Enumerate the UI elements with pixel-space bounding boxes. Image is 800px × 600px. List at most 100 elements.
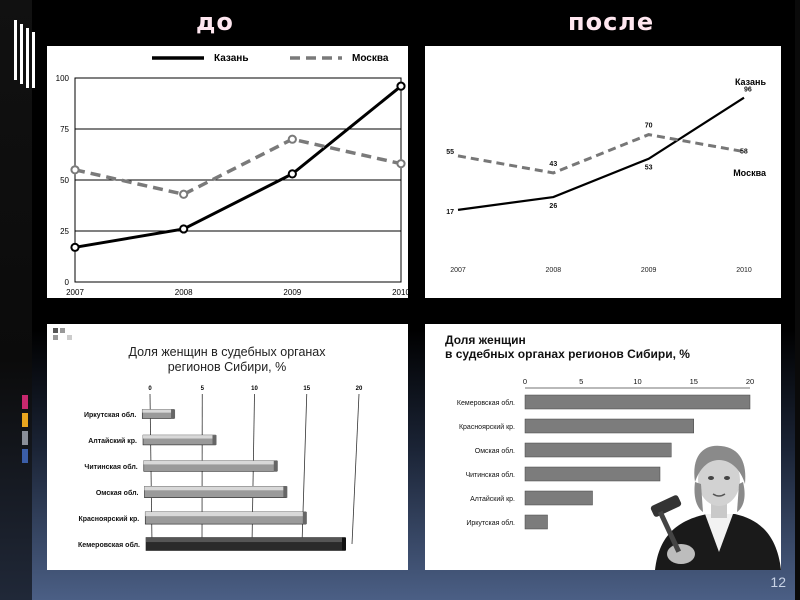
bar-end-cap xyxy=(171,409,176,419)
category-label: Красноярский кр. xyxy=(78,515,139,523)
judge-face xyxy=(698,454,740,506)
series-line xyxy=(457,133,745,175)
page-number: 12 xyxy=(770,574,786,590)
data-label: 96 xyxy=(744,87,752,94)
judge-hair xyxy=(737,482,745,512)
bar-highlight xyxy=(143,435,216,439)
x-tick-label: 2007 xyxy=(450,267,466,274)
category-label: Кемеровская обл. xyxy=(78,541,140,549)
judge-hair xyxy=(694,445,746,484)
after-line-chart: 2007 2008 2009 2010 17 26 53 96 55 43 70 58 Казань Мо… xyxy=(446,77,767,274)
before-line-chart: 0 25 50 75 100 2007 2008 2009 2010 Казань Москва xyxy=(56,53,411,297)
judge-woman-illustration xyxy=(650,445,781,570)
after-line-chart-panel: 2007 2008 2009 2010 17 26 53 96 55 43 70 58 Казань Мо… xyxy=(425,46,781,298)
x-tick-label: 5 xyxy=(201,386,205,392)
legend-label: Казань xyxy=(214,53,249,64)
x-tick-label: 20 xyxy=(746,377,754,386)
x-tick-label: 10 xyxy=(633,377,641,386)
x-tick-label: 2009 xyxy=(641,267,657,274)
bar xyxy=(524,490,593,506)
data-label: 53 xyxy=(645,165,653,172)
data-label: 17 xyxy=(446,209,454,216)
y-tick-label: 50 xyxy=(60,176,69,185)
before-line-chart-panel: 0 25 50 75 100 2007 2008 2009 2010 Казань Москва xyxy=(47,46,411,298)
bar-highlight xyxy=(142,409,175,413)
x-tick-label: 0 xyxy=(523,377,527,386)
corner-deco-icon xyxy=(60,328,65,333)
right-edge-strip xyxy=(795,0,800,600)
x-tick-label: 2010 xyxy=(736,267,752,274)
x-tick-label: 2007 xyxy=(66,288,84,297)
corner-deco-icon xyxy=(53,335,58,340)
x-tick-label: 10 xyxy=(251,386,258,392)
x-tick-label: 15 xyxy=(303,386,310,392)
category-label: Красноярский кр. xyxy=(459,423,515,431)
bar xyxy=(524,442,672,458)
decorative-color-blocks-icon xyxy=(22,395,28,463)
series-name-label: Казань xyxy=(735,77,767,87)
left-sidebar-strip xyxy=(0,0,32,600)
series-line xyxy=(74,137,402,197)
gridline xyxy=(351,393,360,545)
heading-after: после xyxy=(568,8,655,36)
judge-collar xyxy=(705,514,733,552)
bar-end-cap xyxy=(342,537,346,551)
bar-end-cap xyxy=(212,435,217,445)
corner-deco-icon xyxy=(53,328,58,333)
series-name-label: Москва xyxy=(733,168,767,178)
bar xyxy=(524,466,661,482)
heading-before: до xyxy=(196,8,234,36)
bar-end-cap xyxy=(283,486,288,498)
x-tick-label: 15 xyxy=(690,377,698,386)
category-label: Алтайский кр. xyxy=(470,495,515,503)
data-point xyxy=(179,224,189,234)
category-label: Алтайский кр. xyxy=(88,437,137,445)
data-point xyxy=(179,189,189,199)
data-point xyxy=(396,159,406,169)
data-label: 26 xyxy=(549,203,557,210)
after-bar-chart-panel: Доля женщин в судебных органах регионов С… xyxy=(425,324,781,570)
data-point xyxy=(287,134,297,144)
gavel-handle-icon xyxy=(657,510,682,553)
judge-eye xyxy=(724,476,730,480)
bar-end-cap xyxy=(273,460,278,472)
bar xyxy=(524,418,694,434)
y-tick-label: 75 xyxy=(60,125,69,134)
x-tick-label: 2008 xyxy=(175,288,193,297)
chart-title: в судебных органах регионов Сибири, % xyxy=(445,347,690,361)
bar xyxy=(524,514,548,530)
judge-hand xyxy=(667,544,695,564)
data-point xyxy=(287,169,297,179)
data-label: 43 xyxy=(549,161,557,168)
series-line xyxy=(74,84,402,249)
decorative-lines-icon xyxy=(14,20,35,88)
data-point xyxy=(70,165,80,175)
y-tick-label: 0 xyxy=(65,278,70,287)
x-tick-label: 0 xyxy=(148,386,152,392)
chart-title: регионов Сибири, % xyxy=(168,360,287,374)
bar-highlight xyxy=(146,537,345,543)
chart-title: Доля женщин в судебных органах xyxy=(129,345,327,359)
category-label: Кемеровская обл. xyxy=(457,399,515,407)
x-tick-label: 2009 xyxy=(283,288,301,297)
y-tick-label: 100 xyxy=(56,74,70,83)
x-tick-label: 5 xyxy=(579,377,583,386)
bar xyxy=(524,394,751,410)
data-label: 55 xyxy=(446,149,454,156)
category-label: Иркутская обл. xyxy=(84,411,136,419)
category-label: Читинская обл. xyxy=(465,471,515,479)
judge-eye xyxy=(708,476,714,480)
bar-end-cap xyxy=(302,511,307,525)
legend-label: Москва xyxy=(352,53,389,64)
before-bar-chart-panel: Доля женщин в судебных органах регионов С… xyxy=(47,324,408,570)
category-label: Иркутская обл. xyxy=(466,519,515,527)
corner-deco-icon xyxy=(67,335,72,340)
gavel-head-icon xyxy=(650,495,682,517)
judge-mouth xyxy=(712,493,726,497)
category-label: Читинская обл. xyxy=(84,463,137,471)
chart-title: Доля женщин xyxy=(445,333,526,347)
data-label: 70 xyxy=(645,123,653,130)
x-tick-label: 2008 xyxy=(546,267,562,274)
